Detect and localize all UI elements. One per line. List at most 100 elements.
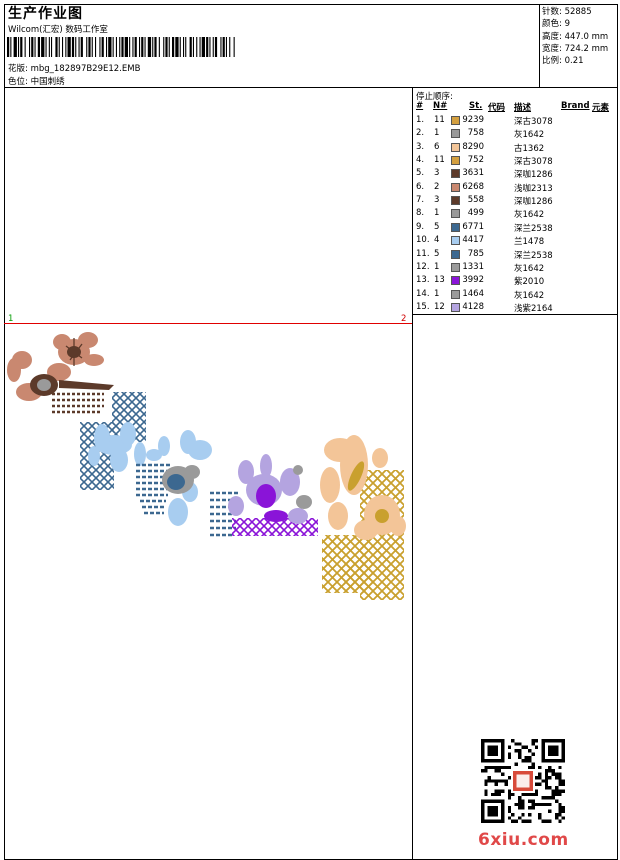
color-swatch [451, 222, 460, 232]
color-swatch [451, 249, 460, 259]
row-index: 9. [416, 221, 425, 232]
right-column-divider [412, 314, 413, 860]
embroidery-preview [7, 332, 406, 600]
row-needle: 2 [434, 181, 440, 192]
design-file-line: 花版: mbg_182897B29E12.EMB [8, 62, 140, 74]
row-stitches: 3992 [462, 275, 484, 286]
watermark-site: 6xiu.com [478, 830, 569, 850]
stop-sequence-title: 停止顺序: [416, 92, 453, 102]
row-description: 深咖1286 [514, 170, 553, 181]
row-index: 5. [416, 168, 425, 179]
stop-row: 6. 2 6268 浅咖2313 [416, 182, 616, 195]
color-swatch [451, 276, 460, 286]
row-index: 1. [416, 115, 425, 125]
motif-grey-flower [136, 430, 212, 526]
row-needle: 1 [434, 288, 440, 299]
stat-scale: 比例: 0.21 [542, 56, 584, 67]
row-index: 14. [416, 288, 430, 299]
col-element: 元素 [592, 103, 610, 113]
row-stitches: 752 [467, 155, 484, 166]
row-needle: 5 [434, 248, 440, 259]
barcode [7, 37, 235, 57]
start-marker: 1 [8, 314, 14, 324]
design-label: 花版: [8, 64, 28, 74]
row-index: 12. [416, 261, 430, 272]
row-description: 浅咖2313 [514, 183, 553, 194]
color-swatch [451, 129, 460, 139]
col-desc: 描述 [514, 103, 532, 113]
row-stitches: 9239 [462, 115, 484, 125]
stop-row: 11. 5 785 深兰2538 [416, 249, 616, 262]
row-stitches: 1331 [462, 261, 484, 272]
color-swatch [451, 156, 460, 166]
stat-colors: 颜色: 9 [542, 19, 570, 30]
stop-row: 8. 1 499 灰1642 [416, 208, 616, 221]
color-swatch [451, 236, 460, 246]
motif-brown-flowers [7, 332, 114, 414]
row-needle: 13 [434, 275, 445, 286]
stop-row: 12. 1 1331 灰1642 [416, 262, 616, 275]
stop-row: 15. 12 4128 浅紫2164 [416, 302, 616, 315]
row-needle: 3 [434, 195, 440, 206]
colorway-label: 色位: [8, 77, 28, 87]
stats-panel: 针数: 52885 颜色: 9 高度: 447.0 mm 宽度: 724.2 m… [542, 6, 608, 67]
page-title: 生产作业图 [8, 6, 83, 22]
row-stitches: 1464 [462, 288, 484, 299]
stop-row: 13. 13 3992 紫2010 [416, 275, 616, 288]
stats-box [539, 4, 618, 88]
row-index: 11. [416, 248, 430, 259]
stop-row: 4. 11 752 深古3078 [416, 155, 616, 168]
row-description: 古1362 [514, 143, 545, 154]
row-description: 深古3078 [514, 157, 553, 168]
stop-row: 2. 1 758 灰1642 [416, 128, 616, 141]
row-stitches: 8290 [462, 141, 484, 152]
row-needle: 6 [434, 141, 440, 152]
row-needle: 4 [434, 235, 440, 246]
row-index: 15. [416, 301, 430, 312]
row-needle: 11 [434, 115, 445, 125]
row-stitches: 785 [467, 248, 484, 259]
row-stitches: 4417 [462, 235, 484, 246]
stop-row: 3. 6 8290 古1362 [416, 142, 616, 155]
row-description: 灰1642 [514, 290, 545, 301]
row-needle: 5 [434, 221, 440, 232]
col-stitches: St. [469, 101, 483, 111]
color-swatch [451, 209, 460, 219]
guide-line [4, 323, 412, 324]
row-stitches: 499 [467, 208, 484, 219]
row-index: 3. [416, 141, 425, 152]
stop-row: 7. 3 558 深咖1286 [416, 195, 616, 208]
row-needle: 12 [434, 301, 445, 312]
col-num: # [416, 101, 424, 111]
row-needle: 3 [434, 168, 440, 179]
stop-row: 9. 5 6771 深兰2538 [416, 222, 616, 235]
color-swatch [451, 169, 460, 179]
row-index: 6. [416, 181, 425, 192]
row-needle: 1 [434, 208, 440, 219]
header-box [4, 4, 618, 88]
row-description: 灰1642 [514, 210, 545, 221]
company-name: Wilcom(汇宏) 数码工作室 [8, 25, 108, 35]
row-description: 灰1642 [514, 263, 545, 274]
stat-stitches: 针数: 52885 [542, 7, 592, 17]
color-swatch [451, 182, 460, 192]
color-swatch [451, 289, 460, 299]
row-stitches: 6268 [462, 181, 484, 192]
motif-purple-flower [210, 454, 318, 537]
color-swatch [451, 116, 460, 125]
row-index: 8. [416, 208, 425, 219]
row-description: 深咖1286 [514, 197, 553, 208]
colorway-line: 色位: 中国刺绣 [8, 75, 65, 87]
stop-list-box [412, 87, 618, 315]
row-stitches: 558 [467, 195, 484, 206]
stop-row: 10. 4 4417 兰1478 [416, 235, 616, 248]
stop-row: 14. 1 1464 灰1642 [416, 289, 616, 302]
row-index: 10. [416, 235, 430, 246]
row-description: 灰1642 [514, 130, 545, 141]
colorway-value: 中国刺绣 [30, 77, 65, 87]
row-needle: 11 [434, 155, 445, 166]
color-swatch [451, 142, 460, 152]
row-index: 13. [416, 275, 430, 286]
row-description: 浅紫2164 [514, 303, 553, 314]
row-index: 2. [416, 128, 425, 139]
